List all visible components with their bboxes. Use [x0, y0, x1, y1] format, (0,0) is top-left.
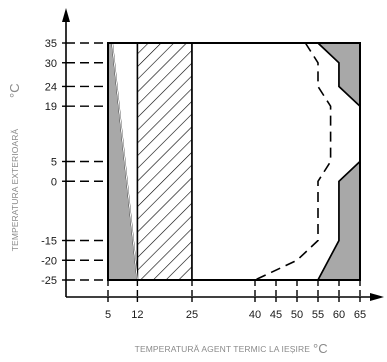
x-tick-label: 25 — [186, 309, 198, 321]
y-tick-label: -15 — [41, 236, 57, 248]
y-tick-label: 24 — [45, 81, 57, 93]
x-axis-arrow — [370, 293, 384, 301]
tick-guides — [66, 42, 361, 297]
y-axis-unit: °C — [7, 83, 22, 98]
y-tick-label: -25 — [41, 275, 57, 287]
chart-regions — [107, 42, 361, 281]
plot-frame — [107, 42, 361, 281]
x-tick-label: 65 — [354, 309, 366, 321]
y-tick-label: 30 — [45, 58, 57, 70]
x-tick-label: 12 — [131, 309, 143, 321]
y-axis-arrow — [62, 8, 70, 22]
x-tick-label: 50 — [291, 309, 303, 321]
x-axis-unit: °C — [313, 341, 328, 356]
region-grey-0 — [107, 42, 139, 281]
x-tick-label: 40 — [249, 309, 261, 321]
y-tick-label: 0 — [51, 176, 57, 188]
y-tick-label: 5 — [51, 157, 57, 169]
x-tick-label: 5 — [105, 309, 111, 321]
x-axis-title: TEMPERATURĂ AGENT TERMIC LA IEȘIRE — [135, 344, 311, 354]
limit-curve — [254, 42, 332, 281]
wedge-highlight — [111, 42, 138, 281]
axes — [62, 8, 384, 302]
x-tick-labels: 5 12 25 40 45 50 55 60 65 — [105, 309, 366, 321]
y-tick-label: 35 — [45, 38, 57, 50]
region-white-2 — [191, 42, 361, 281]
y-tick-label: -20 — [41, 255, 57, 267]
y-tick-labels: 35 30 24 19 5 0 -15 -20 -25 — [41, 38, 57, 287]
x-tick-label: 45 — [270, 309, 282, 321]
limit-curve-line — [254, 42, 332, 281]
y-axis-title: TEMPERATURA EXTERIOARĂ — [10, 129, 20, 252]
x-tick-label: 60 — [333, 309, 345, 321]
x-tick-label: 55 — [312, 309, 324, 321]
region-hatched-1 — [136, 42, 193, 281]
y-tick-label: 19 — [45, 101, 57, 113]
